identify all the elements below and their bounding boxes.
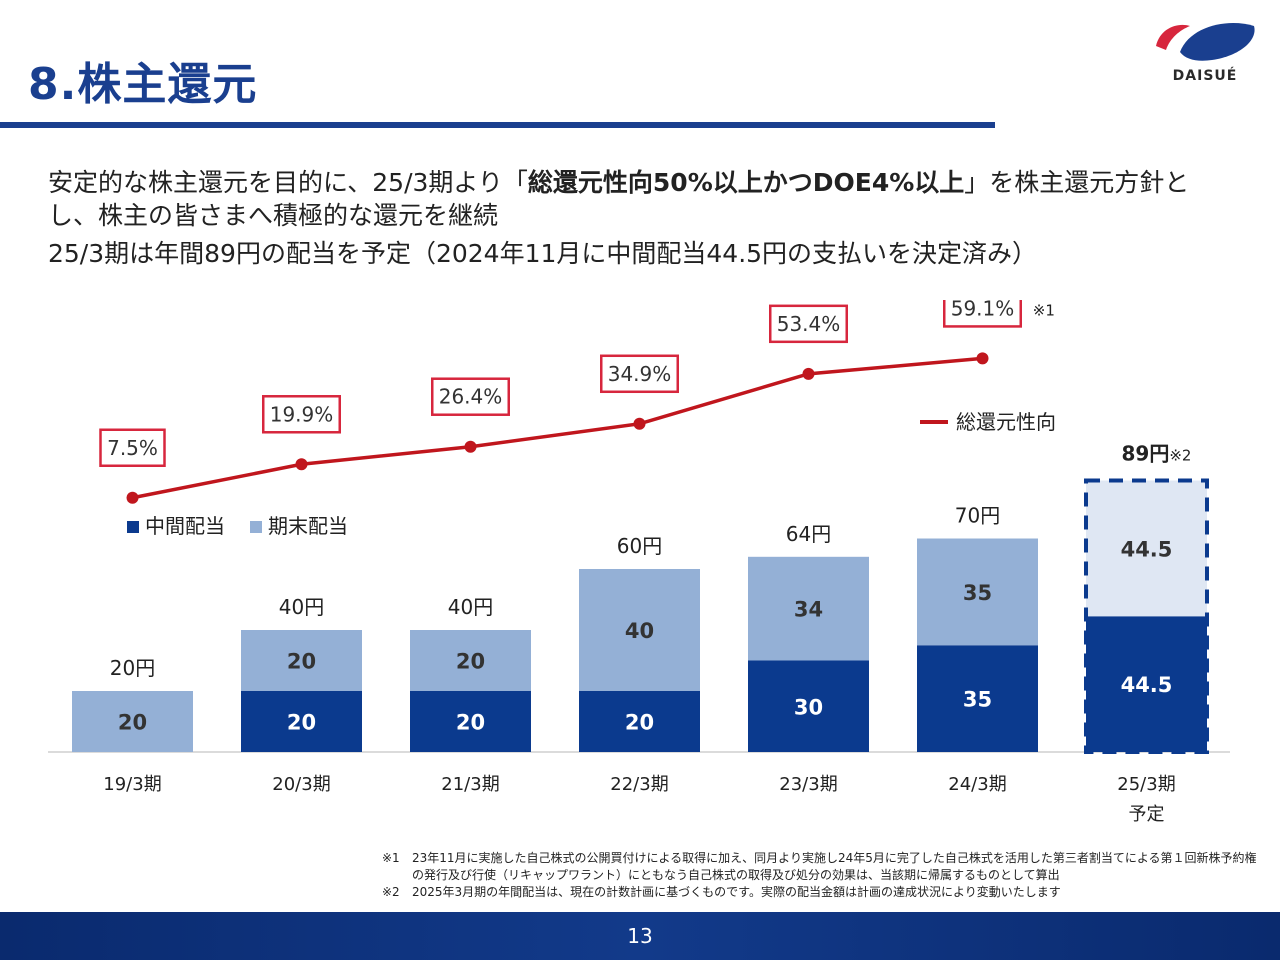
legend-interim-label: 中間配当 — [145, 514, 225, 538]
page-number: 13 — [627, 924, 653, 948]
bar-yearend — [410, 630, 531, 691]
legend-interim-swatch — [127, 521, 139, 533]
bar-yearend-label: 20 — [456, 650, 485, 674]
x-tick-label: 22/3期 — [610, 774, 668, 795]
payout-ratio-label-box — [99, 428, 166, 467]
bar-yearend-label: 44.5 — [1121, 537, 1173, 561]
payout-ratio-point — [976, 352, 989, 365]
forecast-outline — [1084, 478, 1209, 755]
page-title: 8.株主還元 — [28, 59, 258, 110]
bar-interim — [1086, 616, 1207, 752]
payout-ratio-label: 34.9% — [608, 362, 672, 386]
bar-interim — [917, 645, 1038, 752]
intro-policy-highlight: 総還元性向50%以上かつDOE4%以上 — [527, 168, 965, 197]
bar-interim-label: 20 — [287, 711, 316, 735]
footnote-text: 2025年3月期の年間配当は、現在の計数計画に基づくものです。実際の配当金額は計… — [412, 885, 1061, 899]
bar-total-label: 40円 — [279, 595, 324, 619]
company-logo: DAISUÉ — [1150, 16, 1260, 96]
payout-ratio-point — [464, 440, 477, 453]
bar-yearend-label: 34 — [794, 598, 823, 622]
logo-text: DAISUÉ — [1172, 68, 1238, 84]
bar-interim-label: 30 — [794, 695, 823, 719]
x-tick-label: 24/3期 — [948, 774, 1006, 795]
bar-interim-label: 44.5 — [1121, 673, 1173, 697]
footnote-1: ※1 23年11月に実施した自己株式の公開買付けによる取得に加え、同月より実施し… — [382, 850, 1262, 884]
bar-interim — [241, 691, 362, 752]
logo-mark-icon — [1156, 23, 1255, 61]
intro-line-2: 25/3期は年間89円の配当を予定（2024年11月に中間配当44.5円の支払い… — [48, 239, 1038, 268]
x-tick-label: 21/3期 — [441, 774, 499, 795]
bar-yearend-label: 20 — [118, 711, 147, 735]
intro-line-1-post: 」を株主還元方針とし、株主の皆さまへ積極的な還元を継続 — [48, 168, 1190, 230]
payout-ratio-label-box — [943, 300, 1022, 328]
bar-yearend — [579, 569, 700, 691]
bar-total-note: ※2 — [1169, 447, 1191, 465]
payout-ratio-label: 53.4% — [777, 312, 841, 336]
bar-total-label: 20円 — [110, 656, 155, 680]
payout-ratio-label-box — [262, 395, 341, 434]
payout-ratio-label: 7.5% — [107, 436, 158, 460]
title-underline — [0, 122, 995, 128]
bar-interim — [410, 691, 531, 752]
intro-line-1: 安定的な株主還元を目的に、25/3期より「総還元性向50%以上かつDOE4%以上… — [48, 166, 1228, 232]
payout-ratio-note: ※1 — [1033, 301, 1055, 319]
bar-total-label: 70円 — [955, 504, 1000, 528]
bar-yearend-label: 35 — [963, 581, 992, 605]
x-tick-label: 25/3期 — [1117, 774, 1175, 795]
bar-yearend — [72, 691, 193, 752]
bar-total-label: 89円※2 — [1122, 442, 1192, 466]
bar-interim — [748, 660, 869, 752]
bar-yearend — [241, 630, 362, 691]
footer-bar: 13 — [0, 912, 1280, 960]
payout-ratio-line — [132, 356, 983, 500]
payout-ratio-point — [633, 417, 646, 430]
bar-yearend-forecast — [1086, 480, 1207, 617]
payout-ratio-label-box — [431, 377, 510, 416]
x-tick-label: 20/3期 — [272, 774, 330, 795]
bar-yearend-label: 40 — [625, 619, 654, 643]
payout-ratio-point — [126, 491, 139, 504]
x-tick-label: 23/3期 — [779, 774, 837, 795]
footnote-text: 23年11月に実施した自己株式の公開買付けによる取得に加え、同月より実施し24年… — [412, 851, 1257, 882]
intro-text: 安定的な株主還元を目的に、25/3期より「総還元性向50%以上かつDOE4%以上… — [48, 166, 1228, 270]
legend-yearend-swatch — [250, 521, 262, 533]
bar-total-label: 64円 — [786, 522, 831, 546]
intro-line-1-pre: 安定的な株主還元を目的に、25/3期より「 — [48, 168, 528, 197]
footnote-mark: ※1 — [382, 851, 400, 865]
x-tick-sublabel: 予定 — [1129, 804, 1165, 825]
bar-total-label: 40円 — [448, 595, 493, 619]
bar-total-label: 60円 — [617, 534, 662, 558]
footnotes: ※1 23年11月に実施した自己株式の公開買付けによる取得に加え、同月より実施し… — [382, 850, 1262, 901]
x-tick-label: 19/3期 — [103, 774, 161, 795]
payout-ratio-point — [295, 458, 308, 471]
payout-ratio-label: 59.1% — [951, 300, 1015, 320]
bar-yearend — [917, 538, 1038, 646]
legend-yearend-label: 期末配当 — [268, 514, 348, 538]
dividend-chart: 20 20円 19/3期 20 20 40円 20/3期 20 20 40円 21/3期 20 40 60… — [48, 300, 1230, 825]
payout-ratio-label-box — [769, 304, 848, 344]
payout-ratio-point — [802, 367, 815, 380]
bar-yearend — [748, 556, 869, 661]
legend-line-label: 総還元性向 — [956, 410, 1056, 434]
payout-ratio-label: 19.9% — [270, 402, 334, 426]
payout-ratio-label-box — [600, 354, 679, 394]
bar-interim-label: 20 — [625, 711, 654, 735]
bar-interim — [579, 691, 700, 752]
footnote-mark: ※2 — [382, 885, 400, 899]
bar-interim-label: 35 — [963, 688, 992, 712]
footnote-2: ※2 2025年3月期の年間配当は、現在の計数計画に基づくものです。実際の配当金… — [382, 884, 1262, 901]
payout-ratio-label: 26.4% — [439, 385, 503, 409]
bar-interim-label: 20 — [456, 711, 485, 735]
bar-yearend-label: 20 — [287, 650, 316, 674]
